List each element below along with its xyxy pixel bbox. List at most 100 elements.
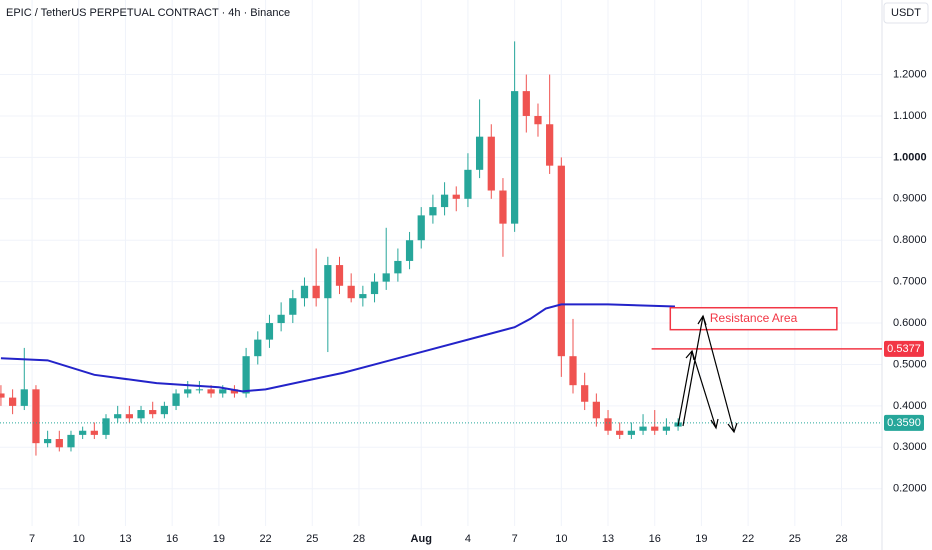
x-tick-label: Aug [411, 533, 432, 545]
candle-body [0, 393, 5, 398]
arrow [691, 350, 719, 430]
candle-body [662, 426, 671, 431]
candle-body [522, 91, 530, 116]
candle-body [616, 430, 624, 435]
x-tick-label: 10 [73, 533, 85, 545]
x-tick-label: 16 [166, 533, 178, 545]
x-tick-label: 13 [602, 533, 614, 545]
candle-body [90, 430, 98, 435]
grid [0, 0, 882, 526]
x-tick-label: 25 [789, 533, 801, 545]
candle-body [172, 393, 180, 406]
y-tick-label: 1.0000 [893, 151, 927, 163]
x-tick-label: 10 [555, 533, 567, 545]
candle-body [394, 260, 402, 274]
candle-body [581, 385, 589, 402]
candle-body [569, 356, 577, 386]
candle-body [114, 414, 122, 419]
candle-body [254, 339, 262, 357]
resistance-label: Resistance Area [710, 311, 798, 325]
candle-body [265, 323, 274, 340]
projection-arrows [677, 314, 738, 434]
candle-body [137, 410, 145, 419]
candle-body [44, 439, 52, 444]
candle-body [184, 389, 192, 394]
candle-body [207, 389, 215, 394]
y-tick-label: 1.1000 [893, 110, 927, 122]
candle-body [300, 285, 309, 299]
x-tick-label: 28 [835, 533, 847, 545]
candle-body [79, 430, 87, 435]
candle-body [639, 426, 647, 431]
candle-body [627, 430, 635, 435]
x-tick-label: 4 [465, 533, 471, 545]
moving-average [0, 303, 675, 393]
currency[interactable]: USDT [891, 7, 921, 19]
y-tick-label: 0.5000 [893, 358, 927, 370]
x-tick-label: 28 [353, 533, 365, 545]
candle-body [464, 169, 472, 199]
candle-body [546, 124, 554, 166]
y-tick-label: 1.2000 [893, 68, 927, 80]
candle-body [382, 273, 390, 282]
x-tick-label: 19 [213, 533, 225, 545]
candle-body [651, 426, 659, 431]
candle-body [499, 190, 507, 224]
candle-body [160, 405, 169, 415]
candle-body [277, 314, 285, 324]
y-tick-label: 0.4000 [893, 400, 927, 412]
currency-box[interactable] [883, 2, 929, 24]
candle-body [67, 434, 75, 448]
y-tick-label: 0.7000 [893, 276, 927, 288]
candle-body [20, 389, 28, 406]
x-tick-label: 7 [512, 533, 518, 545]
x-tick-label: 7 [29, 533, 35, 545]
x-tick-label: 22 [742, 533, 754, 545]
y-tick-label: 0.6000 [893, 317, 927, 329]
x-tick-label: 13 [119, 533, 131, 545]
candle-body [312, 285, 320, 299]
candle-body [370, 281, 379, 295]
plot [0, 41, 682, 456]
candle-body [195, 389, 204, 391]
overlay: 0.3590 0.5377 Resistance Area [0, 306, 924, 431]
candle-body [230, 389, 239, 394]
candle-body [417, 215, 425, 241]
x-tick-label: 19 [695, 533, 707, 545]
candle-body [359, 294, 367, 299]
candle-body [324, 265, 332, 299]
x-tick-label: 22 [259, 533, 271, 545]
candle-body [289, 298, 297, 315]
candle-body [440, 194, 449, 208]
chart-title: EPIC / TetherUS PERPETUAL CONTRACT · 4h … [6, 7, 290, 19]
candle-body [335, 265, 344, 286]
candle-body [534, 115, 542, 125]
candle-body [475, 136, 484, 170]
candle-body [487, 136, 495, 191]
candle-body [592, 401, 600, 419]
candle-body [242, 356, 250, 394]
candle-body [149, 410, 157, 415]
arrow [702, 315, 738, 434]
candle-body [405, 240, 414, 261]
resistance-zone [669, 306, 838, 331]
price-line-label: 0.5377 [887, 343, 921, 355]
candle-body [125, 414, 133, 419]
candle-body [511, 91, 519, 224]
x-tick-label: 25 [306, 533, 318, 545]
candle-body [429, 207, 437, 216]
price-line-box [884, 340, 924, 357]
candle-body [557, 165, 565, 357]
y-tick-label: 0.3000 [893, 441, 927, 453]
candle-body [604, 418, 612, 431]
candle-body [347, 285, 355, 299]
candle-body [452, 194, 460, 199]
candle-body [32, 389, 40, 444]
candle-body [55, 439, 63, 448]
candle-body [219, 389, 227, 394]
last-price-box [884, 414, 924, 431]
x-tick-label: 16 [649, 533, 661, 545]
